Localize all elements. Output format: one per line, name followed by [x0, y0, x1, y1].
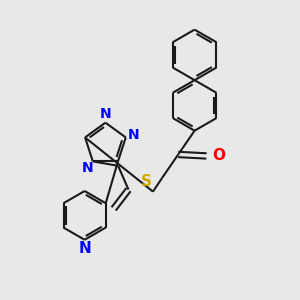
- Text: O: O: [212, 148, 225, 164]
- Text: N: N: [78, 241, 91, 256]
- Text: N: N: [82, 161, 94, 175]
- Text: N: N: [100, 107, 111, 121]
- Text: S: S: [140, 174, 152, 189]
- Text: N: N: [128, 128, 140, 142]
